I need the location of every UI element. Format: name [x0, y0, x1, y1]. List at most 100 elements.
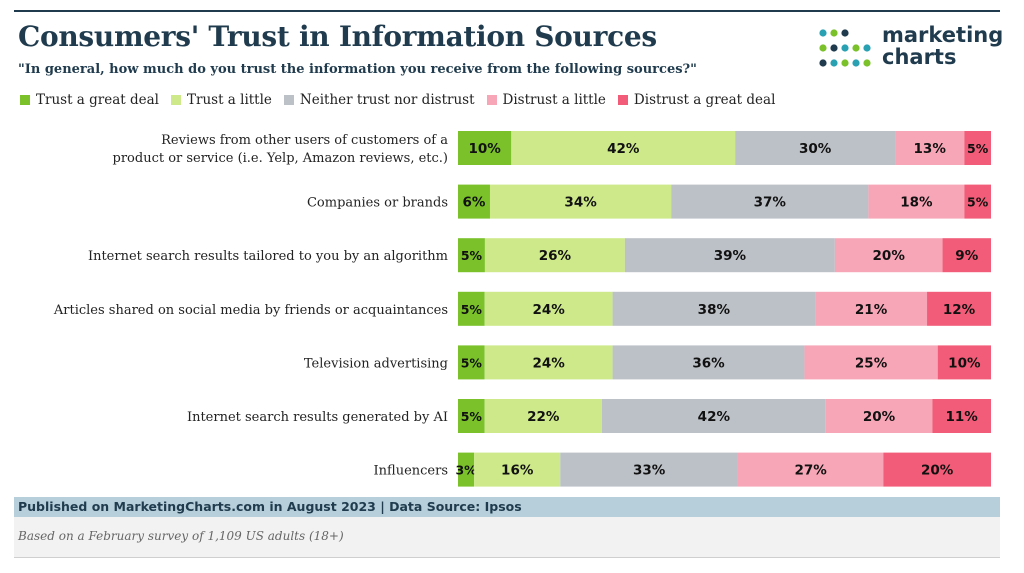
- data-label: 37%: [754, 195, 787, 211]
- legend-swatch: [617, 95, 628, 105]
- data-label: 16%: [501, 463, 534, 479]
- legend-label: Distrust a little: [502, 92, 606, 108]
- data-label: 27%: [794, 463, 827, 479]
- data-label: 9%: [955, 248, 978, 264]
- bar-segment: [458, 238, 485, 273]
- legend-swatch: [20, 95, 30, 105]
- logo-line-1: marketing: [882, 23, 1004, 47]
- bar-segment: [601, 399, 826, 433]
- data-label: 20%: [873, 248, 906, 264]
- logo-line-2: charts: [882, 45, 957, 69]
- bar-segment: [484, 345, 613, 380]
- bar-segment: [484, 399, 602, 433]
- bar-segment: [834, 238, 943, 273]
- bar-segment: [737, 452, 884, 487]
- bar-segment: [484, 291, 613, 326]
- logo-dot: [830, 44, 838, 52]
- bar-segment: [458, 131, 512, 165]
- data-label: 26%: [539, 248, 572, 264]
- data-label: 33%: [633, 463, 666, 479]
- data-label: 12%: [943, 302, 976, 318]
- logo-dot: [830, 59, 838, 67]
- data-label: 5%: [461, 355, 483, 370]
- bar-segment: [458, 452, 475, 487]
- bar-segment: [825, 399, 933, 433]
- data-label: 21%: [855, 302, 888, 318]
- data-label: 5%: [967, 195, 989, 210]
- data-label: 10%: [468, 141, 501, 157]
- category-label: Reviews from other users of customers of…: [161, 133, 448, 148]
- bar-segment: [937, 345, 991, 380]
- data-label: 20%: [863, 409, 896, 425]
- bar-segment: [927, 291, 991, 326]
- category-label: Internet search results generated by AI: [187, 410, 448, 425]
- bar-segment: [458, 291, 485, 326]
- bar-segment: [895, 131, 965, 165]
- footer-bar: Published on MarketingCharts.com in Augu…: [14, 497, 1000, 517]
- logo-dot: [819, 59, 827, 67]
- data-label: 3%: [455, 463, 477, 478]
- bar-segment: [868, 184, 965, 219]
- data-label: 38%: [698, 302, 731, 318]
- bar-segment: [932, 399, 991, 433]
- data-label: 5%: [461, 248, 483, 263]
- category-label: Television advertising: [304, 356, 448, 371]
- legend-item: Distrust a great deal: [617, 92, 776, 108]
- logo-dot: [852, 59, 860, 67]
- bar-segment: [612, 291, 816, 326]
- legend-swatch: [486, 95, 497, 105]
- legend-item: Trust a great deal: [20, 92, 159, 108]
- data-label: 20%: [921, 463, 954, 479]
- marketingcharts-logo[interactable]: marketing charts: [818, 24, 1008, 74]
- data-label: 5%: [461, 409, 483, 424]
- bar-segment: [964, 184, 991, 219]
- legend-label: Neither trust nor distrust: [299, 92, 475, 108]
- chart-legend: Trust a great deal Trust a little Neither …: [20, 90, 787, 110]
- category-label: Articles shared on social media by frien…: [53, 303, 448, 318]
- data-label: 13%: [914, 141, 947, 157]
- data-label: 42%: [698, 409, 731, 425]
- data-label: 25%: [855, 355, 888, 371]
- legend-item: Neither trust nor distrust: [283, 92, 475, 108]
- bar-segment: [458, 345, 485, 380]
- category-label: product or service (i.e. Yelp, Amazon re…: [113, 151, 448, 166]
- footer-note: Based on a February survey of 1,109 US a…: [18, 529, 344, 543]
- bar-segment: [458, 184, 490, 219]
- legend-label: Distrust a great deal: [633, 92, 776, 108]
- data-label: 22%: [527, 409, 560, 425]
- data-label: 24%: [532, 355, 565, 371]
- bar-segment: [624, 238, 835, 273]
- logo-dot: [863, 59, 871, 67]
- data-label: 42%: [607, 141, 640, 157]
- bar-segment: [735, 131, 896, 165]
- logo-dot: [819, 44, 827, 52]
- category-label: Companies or brands: [307, 196, 448, 211]
- bar-segment: [474, 452, 561, 487]
- data-label: 10%: [948, 355, 981, 371]
- legend-label: Trust a great deal: [36, 92, 159, 108]
- bar-segment: [489, 184, 672, 219]
- data-label: 36%: [692, 355, 725, 371]
- bar-segment: [964, 131, 991, 165]
- bar-segment: [815, 291, 928, 326]
- logo-dot: [863, 44, 871, 52]
- category-label: Internet search results tailored to you …: [88, 249, 448, 264]
- logo-dot: [830, 29, 838, 37]
- legend-swatch: [283, 95, 294, 105]
- bar-segment: [484, 238, 625, 273]
- data-label: 5%: [967, 141, 989, 156]
- bar-segment: [883, 452, 991, 487]
- legend-swatch: [170, 95, 181, 105]
- chart-title: Consumers' Trust in Information Sources: [18, 20, 657, 53]
- bar-segment: [612, 345, 805, 380]
- footer-note-box: Based on a February survey of 1,109 US a…: [14, 517, 1000, 558]
- logo-dot: [852, 44, 860, 52]
- bar-segment: [804, 345, 938, 380]
- logo-dot: [841, 59, 849, 67]
- chart-subtitle: "In general, how much do you trust the i…: [18, 62, 697, 77]
- top-rule: [14, 10, 1000, 12]
- logo-dot: [841, 29, 849, 37]
- data-label: 24%: [532, 302, 565, 318]
- category-label: Influencers: [374, 464, 448, 479]
- logo-dots-icon: [819, 29, 871, 67]
